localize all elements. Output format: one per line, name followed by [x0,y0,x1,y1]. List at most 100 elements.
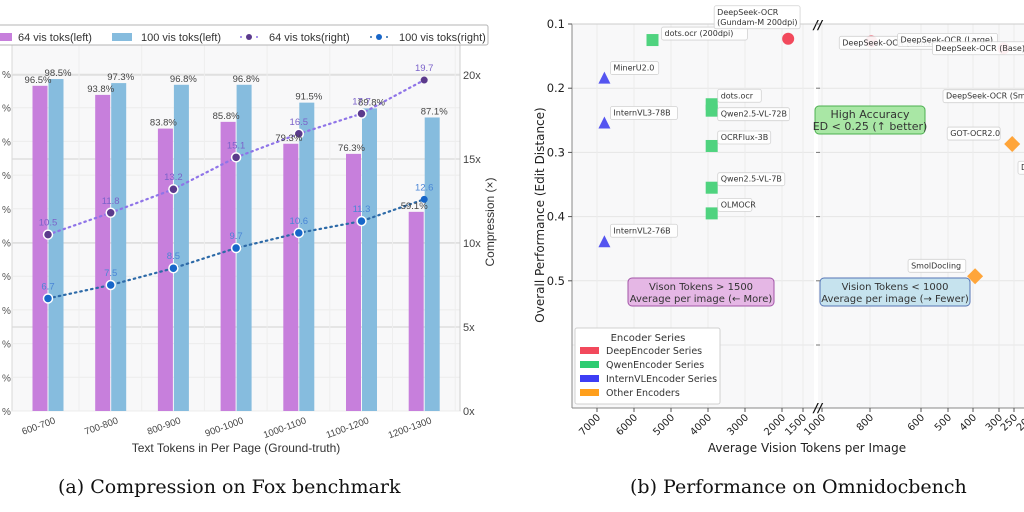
caption-b: (b) Performance on Omnidocbench [630,476,967,498]
square-marker [705,207,718,220]
bar-value-label: 91.5% [295,92,322,103]
line-value-label: 10.6 [290,216,309,227]
bar-100-900-1000 [236,84,252,411]
legend-marker-100-right [370,34,388,40]
point-label: OLMOCR [721,200,757,209]
point-label-box [610,223,678,238]
line-point [293,128,305,140]
omni-y-axis-ticks: 0.1 0.2 0.3 0.4 0.5 [547,17,820,346]
x-axis-tick: 1200-1300 [387,415,433,441]
point-label-box [946,126,1001,141]
right-axis-tick: 15x [463,154,481,166]
line-point [420,195,428,203]
fox-right-axis-ticks: 0x 5x 10x 15x 20x [459,33,481,418]
point-smoldocling: SmolDocling [907,258,984,285]
point-label: Qwen2.5-VL-7B [721,175,782,184]
legend-swatch-64-left [0,33,12,41]
bar-100-700-800 [111,83,127,411]
point-label: MinerU2.0 [613,64,654,73]
left-axis-tick: % [2,239,11,250]
x-axis-tick: 6000 [614,412,640,438]
fox-gridlines [12,33,460,412]
x-axis-tick: 200 [1015,412,1024,433]
bar-value-label: 96.5% [25,75,52,86]
fox-bar-labels: 96.5% 93.8% 83.8% 85.8% 79.3% 76.3% 59.1% 98.5%… [25,68,449,212]
point-label: InternVL3-78B [613,109,670,118]
bar-value-label: 83.8% [150,118,177,129]
omni-break-marker-top: // [812,18,824,32]
legend-marker-64-right [240,34,258,40]
legend-label: Other Encoders [606,388,680,399]
bar-64-700-800 [95,94,111,412]
left-axis-tick: % [2,340,11,351]
point-internvl2-76b: InternVL2-76B [598,223,678,248]
point-label: DeepSeek-OCR (Tiny) [1021,163,1024,172]
point-deepseek-ocr-tiny-: DeepSeek-OCR (Tiny) [1017,160,1024,175]
point-label: InternVL2-76B [613,226,670,235]
point-mineru2-0: MinerU2.0 [598,61,660,84]
left-axis-tick: % [2,137,11,148]
bar-value-label: 87.1% [421,106,448,117]
bar-100-1000-1100 [299,102,315,412]
omni-points: dots.ocr (200dpi) MinerU2.0 InternVL3-78B d… [598,5,1024,285]
annotation-box [627,277,775,307]
bar-value-label: 89.8% [358,97,385,108]
point-label: OCRFlux-3B [721,133,769,142]
legend-box [574,327,721,405]
line-value-label: 19.7 [415,63,434,74]
point-label-box [717,107,790,122]
left-axis-tick: % [2,373,11,384]
bar-100-1200-1300 [424,117,440,412]
right-axis-tick: 5x [463,322,475,334]
legend-swatch [580,389,599,396]
line-point [420,76,428,84]
bar-64-600-700 [32,85,48,412]
point-label: DeepSeek-OCR [717,8,779,17]
x-axis-tick: 7000 [577,412,603,438]
left-axis-tick: % [2,306,11,317]
point-label-box [717,172,786,187]
point-label-box [713,5,801,30]
left-axis-tick: % [2,171,11,182]
annotation-text: ED < 0.25 (↑ better) [813,120,928,133]
line-point [42,293,54,304]
line-point [356,215,367,227]
bar-64-1200-1300 [408,211,424,411]
line-point [42,229,54,240]
point-label: DeepSeek-OCR (Small) [946,92,1024,101]
point-label-box [717,88,762,103]
legend-title: Encoder Series [611,333,686,344]
legend-label: DeepEncoder Series [606,346,702,357]
right-axis-tick: 10x [463,238,481,250]
point-got-ocr2-0: GOT-OCR2.0 [946,126,1021,153]
triangle-marker [598,235,611,248]
fox-compression-chart: 96.5% 93.8% 83.8% 85.8% 79.3% 76.3% 59.1% 98.5%… [0,24,497,455]
line-value-label: 9.7 [229,231,242,242]
y-axis-tick: 0.4 [547,210,565,224]
omni-legend: Encoder Series DeepEncoder Series QwenEnco… [574,327,721,405]
diamond-marker [967,268,984,285]
left-axis-tick: % [2,407,11,418]
x-axis-tick: 800 [855,412,876,433]
point-label: Qwen2.5-VL-72B [721,110,787,119]
legend-label-100-right: 100 vis toks(right) [399,32,486,44]
legend-swatch [580,375,599,382]
point-label: DeepSeek-OCR (Gundam) [842,38,946,47]
x-axis-tick: 1000-1100 [262,415,308,441]
square-marker [705,181,718,194]
point-deepseek-ocr-gundam-m-200dpi-: DeepSeek-OCR(Gundam-M 200dpi) [713,5,801,45]
line-point [105,279,116,291]
point-deepseek-ocr-small-: DeepSeek-OCR (Small) [942,89,1024,104]
legend-label-64-right: 64 vis toks(right) [269,32,350,44]
right-axis-tick: 20x [463,70,481,82]
point-label-box [661,26,748,41]
point-label-box [717,130,772,145]
annotation-box [819,277,971,307]
bar-100-800-900 [173,84,189,411]
point-label-box [942,89,1024,104]
legend-swatch [580,361,599,368]
